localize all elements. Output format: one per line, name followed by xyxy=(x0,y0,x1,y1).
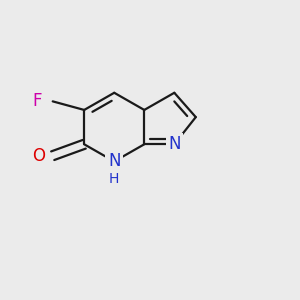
Text: N: N xyxy=(168,135,181,153)
Text: N: N xyxy=(108,152,121,170)
Text: F: F xyxy=(32,92,42,110)
Text: H: H xyxy=(109,172,119,186)
Text: O: O xyxy=(32,147,45,165)
